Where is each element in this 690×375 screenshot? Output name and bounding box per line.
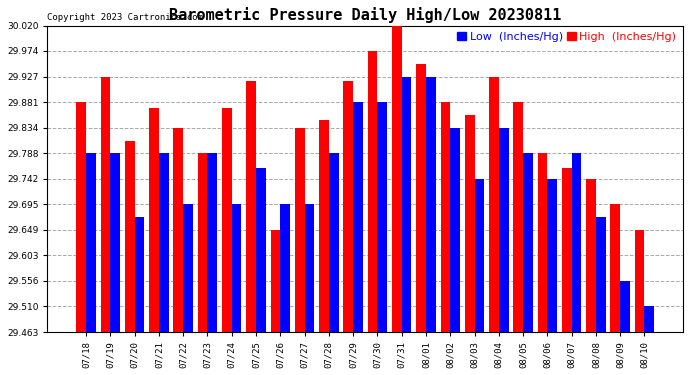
Bar (222, 108, 232, 332)
Bar (620, 281, 630, 332)
Bar (198, 153, 208, 332)
Bar (562, 168, 571, 332)
Bar (149, 108, 159, 332)
Bar (101, 77, 110, 332)
Bar (86, 153, 96, 332)
Bar (232, 204, 241, 332)
Bar (596, 217, 606, 332)
Bar (499, 128, 509, 332)
Bar (611, 204, 620, 332)
Bar (586, 178, 596, 332)
Bar (125, 141, 135, 332)
Bar (353, 102, 363, 332)
Bar (135, 217, 144, 332)
Bar (571, 153, 582, 332)
Bar (513, 102, 523, 332)
Bar (440, 102, 451, 332)
Bar (451, 128, 460, 332)
Bar (368, 51, 377, 332)
Bar (304, 204, 314, 332)
Legend: Low  (Inches/Hg), High  (Inches/Hg): Low (Inches/Hg), High (Inches/Hg) (456, 31, 678, 43)
Title: Barometric Pressure Daily High/Low 20230811: Barometric Pressure Daily High/Low 20230… (169, 7, 562, 23)
Bar (523, 153, 533, 332)
Bar (246, 81, 256, 332)
Bar (110, 153, 120, 332)
Bar (173, 128, 183, 332)
Bar (344, 81, 353, 332)
Bar (208, 153, 217, 332)
Bar (644, 306, 654, 332)
Text: Copyright 2023 Cartronics.com: Copyright 2023 Cartronics.com (48, 13, 204, 22)
Bar (538, 153, 547, 332)
Bar (416, 64, 426, 332)
Bar (635, 230, 644, 332)
Bar (77, 102, 86, 332)
Bar (402, 77, 411, 332)
Bar (426, 77, 435, 332)
Bar (465, 115, 475, 332)
Bar (475, 178, 484, 332)
Bar (183, 204, 193, 332)
Bar (377, 102, 387, 332)
Bar (392, 26, 402, 332)
Bar (319, 120, 329, 332)
Bar (547, 178, 557, 332)
Bar (280, 204, 290, 332)
Bar (270, 230, 280, 332)
Bar (329, 153, 339, 332)
Bar (256, 168, 266, 332)
Bar (159, 153, 168, 332)
Bar (489, 77, 499, 332)
Bar (295, 128, 304, 332)
